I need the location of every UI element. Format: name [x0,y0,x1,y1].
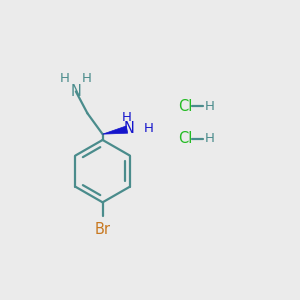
Text: H: H [143,122,153,135]
Text: Cl: Cl [178,99,193,114]
Text: N: N [70,84,81,99]
Text: Cl: Cl [178,131,193,146]
Polygon shape [103,126,128,134]
Text: H: H [59,72,69,85]
Text: H: H [122,111,131,124]
Text: N: N [124,122,135,136]
Text: H: H [205,132,215,145]
Text: Br: Br [94,222,111,237]
Text: H: H [205,100,215,113]
Text: H: H [81,72,91,85]
